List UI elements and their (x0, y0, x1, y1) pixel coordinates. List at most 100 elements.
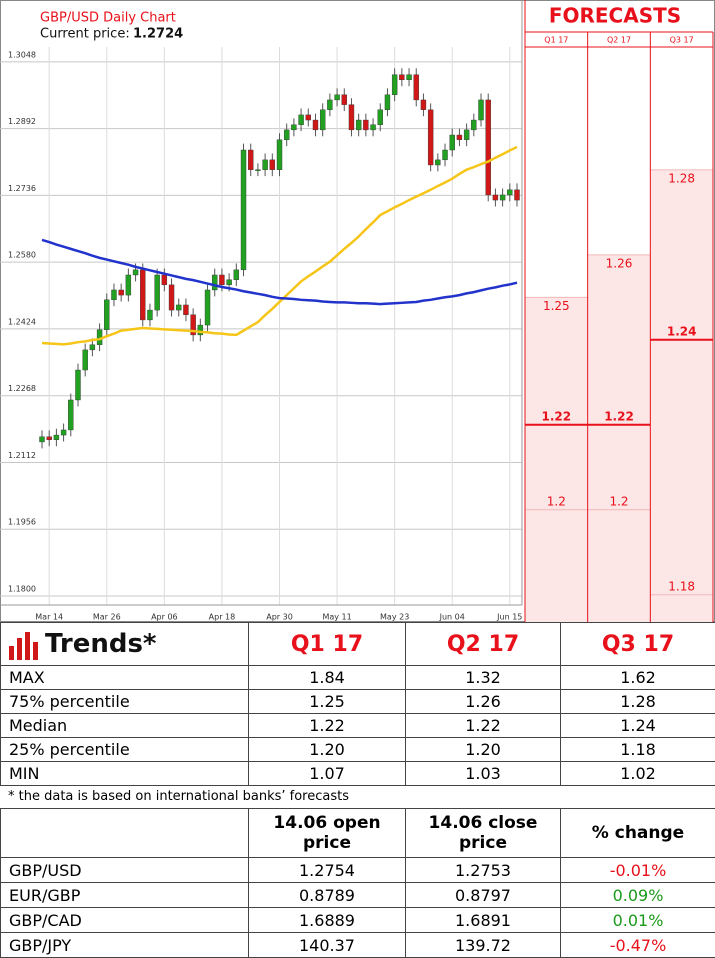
lower-label: 1.18 (668, 579, 695, 593)
cell-value: 1.26 (405, 689, 561, 714)
row-label: MIN (0, 761, 249, 786)
candle-body (463, 129, 470, 140)
y-tick-label: 1.3048 (8, 50, 36, 59)
candle-body (176, 304, 182, 311)
row: GBP/JPY 140.37 139.72 -0.47% (0, 932, 715, 958)
cell-value: 0.09% (560, 882, 715, 908)
cell-value: 1.07 (248, 761, 406, 786)
candle-body (248, 149, 254, 170)
x-tick-label: Jun 15 (496, 613, 522, 622)
cell-value: 1.24 (560, 713, 715, 738)
column-header: 14.06 close price (405, 808, 561, 858)
candle-body (420, 99, 427, 110)
candle-body (39, 436, 45, 443)
cell-value: 1.62 (560, 665, 715, 690)
cell-value: -0.47% (560, 932, 715, 958)
x-tick-label: Apr 30 (266, 613, 293, 622)
row-label: EUR/GBP (0, 882, 249, 908)
moving-average (41, 238, 518, 306)
candle-body (269, 159, 276, 170)
column-header: % change (560, 808, 715, 858)
candle-body (471, 119, 477, 131)
cell-value: 1.03 (405, 761, 561, 786)
cell-value: 1.02 (560, 761, 715, 786)
candle-body (291, 124, 297, 131)
candle-body (334, 94, 340, 101)
x-tick-label: Mar 14 (35, 613, 63, 622)
row: Median 1.22 1.22 1.24 (0, 713, 715, 738)
row-label: MAX (0, 665, 249, 690)
candle-body (391, 74, 398, 95)
header-text: 14.06 close price (428, 813, 538, 853)
footnote: * the data is based on international ban… (8, 789, 349, 804)
candle-body (111, 289, 117, 301)
price-chart: GBP/USD Daily Chart Current price: 1.272… (0, 0, 523, 622)
y-tick-label: 1.2268 (8, 384, 36, 393)
candle-body (233, 269, 240, 280)
row-label: GBP/JPY (0, 932, 249, 958)
moving-average (41, 145, 518, 346)
candle-body (154, 274, 160, 311)
row-label: GBP/USD (0, 857, 249, 883)
column-header: Q1 17 (248, 622, 406, 666)
x-tick-label: Mar 26 (93, 613, 121, 622)
corner-cell (0, 808, 249, 858)
column-header: Q3 17 (560, 622, 715, 666)
candle-body (370, 124, 376, 131)
header-row: 14.06 open price 14.06 close price % cha… (0, 808, 715, 858)
x-tick-label: Apr 18 (209, 613, 236, 622)
cell-value: 0.8797 (405, 882, 561, 908)
candle-body (262, 159, 268, 170)
current-price: 1.2724 (133, 27, 183, 42)
candle-body (68, 399, 74, 431)
upper-label: 1.26 (606, 256, 633, 270)
candle-body (212, 274, 218, 291)
y-tick-label: 1.2736 (8, 184, 36, 193)
x-tick-label: Apr 06 (151, 613, 178, 622)
cell-value: 1.25 (248, 689, 406, 714)
candle-body (427, 109, 434, 166)
row-label: Median (0, 713, 249, 738)
x-tick-label: May 11 (322, 613, 351, 622)
forecast-chart: FORECASTS Q1 17 1.25 1.22 1.2 Q2 17 1.26 1.22 1… (524, 0, 714, 622)
lower-label: 1.2 (609, 494, 628, 508)
y-tick-label: 1.2424 (8, 317, 36, 326)
candle-body (204, 289, 211, 326)
candle-body (226, 279, 232, 286)
price-label: Current price: (40, 27, 130, 42)
candle-body (132, 269, 139, 276)
chart-panel: GBP/USD Daily Chart Current price: 1.272… (0, 0, 715, 622)
candle-body (327, 99, 333, 110)
column-header: 14.06 open price (248, 808, 406, 858)
y-tick-label: 1.2892 (8, 117, 36, 126)
trends-table: Trends* Q1 17 Q2 17 Q3 17 MAX 1.84 1.32 1.6… (0, 622, 715, 786)
row-label: 25% percentile (0, 737, 249, 762)
cell-value: 1.84 (248, 665, 406, 690)
forecast-range (525, 297, 588, 622)
x-tick-label: May 23 (380, 613, 409, 622)
forecast-title: FORECASTS (549, 4, 681, 28)
y-tick-label: 1.1800 (8, 585, 36, 594)
candle-body (377, 109, 383, 125)
median-label: 1.22 (604, 409, 634, 423)
y-tick-label: 1.1956 (8, 518, 36, 527)
cell-value: 140.37 (248, 932, 406, 958)
cell-value: 0.8789 (248, 882, 406, 908)
row: 75% percentile 1.25 1.26 1.28 (0, 689, 715, 714)
candle-body (104, 299, 110, 330)
cell-value: 1.20 (248, 737, 406, 762)
candle-body (168, 284, 175, 311)
candle-body (435, 159, 441, 166)
candle-body (348, 104, 355, 131)
candle-body (478, 99, 484, 121)
candle-body (219, 274, 225, 286)
candle-body (161, 274, 168, 286)
candle-body (406, 74, 412, 81)
row-label: 75% percentile (0, 689, 249, 714)
candle-body (485, 99, 491, 196)
candle-body (305, 114, 311, 121)
candle-body (240, 149, 247, 271)
row-label: GBP/CAD (0, 907, 249, 933)
cell-value: 1.32 (405, 665, 561, 690)
